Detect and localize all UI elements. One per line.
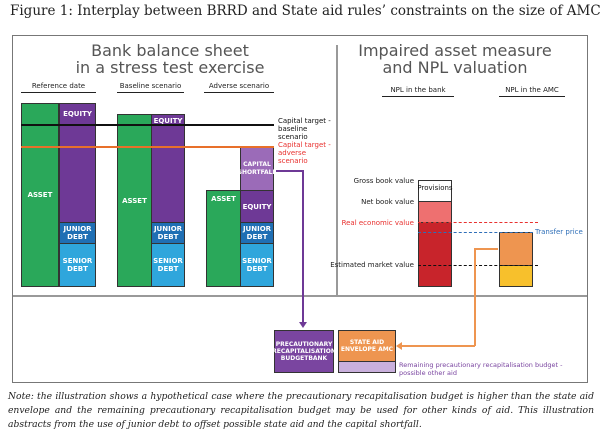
equity-bar-reference: EQUITY [59,103,96,223]
net-book-value-label: Net book value [361,198,414,206]
equity-bar-baseline: EQUITY [151,114,185,223]
connector-line [401,345,475,347]
state-aid-envelope-box: STATE AID ENVELOPE AMC [338,330,396,362]
senior-debt-reference: SENIOR DEBT [59,243,96,287]
column-header-adverse: Adverse scenario [204,82,274,93]
asset-bar-baseline: ASSET [117,114,152,287]
capital-shortfall-bar: CAPITAL SHORTFALL [238,147,276,191]
remaining-budget-box [338,361,396,373]
net-value-segment [418,201,452,223]
column-header-npl-bank: NPL in the bank [382,86,454,97]
equity-bar-adverse: EQUITY [240,190,274,223]
real-economic-value-label: Real economic value [341,219,414,227]
provisions-bar: Provisions [417,180,453,202]
left-title-line2: in a stress test exercise [75,58,265,77]
junior-debt-baseline: JUNIOR DEBT [151,222,185,244]
asset-bar-adverse: ASSET [206,190,241,287]
capital-target-adverse-line [21,146,274,148]
junior-debt-adverse: JUNIOR DEBT [240,222,274,244]
senior-debt-baseline: SENIOR DEBT [151,243,185,287]
capital-target-adverse-label: Capital target - adverse scenario [278,141,331,165]
estimated-market-value-label: Estimated market value [330,261,414,269]
asset-bar-reference: ASSET [21,103,59,287]
column-header-baseline: Baseline scenario [117,82,184,93]
amc-market-segment [499,265,533,287]
figure-frame [12,35,588,383]
connector-line [302,170,304,326]
remaining-budget-label: Remaining precautionary recapitalisation… [399,361,563,377]
transfer-price-label: Transfer price [535,228,583,236]
figure-title: Figure 1: Interplay between BRRD and Sta… [10,3,600,19]
connector-line [276,170,303,172]
amc-transfer-segment [499,232,533,266]
estimated-market-value-line [418,265,538,266]
gross-book-value-label: Gross book value [353,177,414,185]
connector-line [474,248,476,346]
capital-target-baseline-label: Capital target - baseline scenario [278,117,331,141]
capital-target-baseline-line [21,124,274,126]
right-panel-title: Impaired asset measure and NPL valuation [350,42,560,76]
figure-note: Note: the illustration shows a hypotheti… [8,391,594,430]
left-panel-title: Bank balance sheet in a stress test exer… [60,42,280,76]
left-title-line1: Bank balance sheet [91,41,249,60]
connector-line [474,248,498,250]
section-divider [13,295,587,297]
right-title-line1: Impaired asset measure [358,41,552,60]
real-economic-value-line [418,222,538,223]
column-header-npl-amc: NPL in the AMC [499,86,565,97]
column-header-reference: Reference date [21,82,96,93]
junior-debt-reference: JUNIOR DEBT [59,222,96,244]
arrow-left-icon [396,342,402,350]
arrow-down-icon [299,322,307,328]
right-title-line2: and NPL valuation [382,58,528,77]
panel-divider [336,45,338,295]
transfer-price-line [418,232,533,233]
recap-budget-box: PRECAUTIONARY RECAPITALISATION BUDGETBAN… [272,330,336,373]
senior-debt-adverse: SENIOR DEBT [240,243,274,287]
